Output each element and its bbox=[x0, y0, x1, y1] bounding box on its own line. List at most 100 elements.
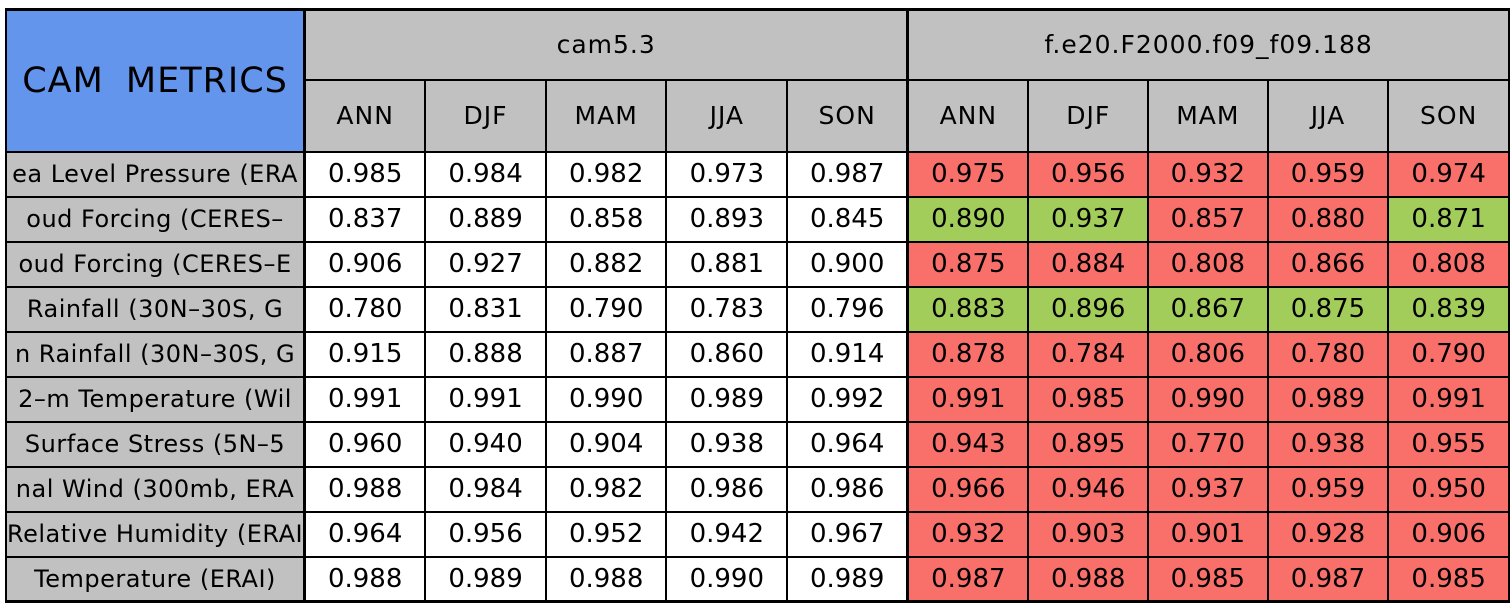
metric-value-cell-cam53: 0.985 bbox=[303, 150, 427, 198]
metric-value-cell-cam53: 0.889 bbox=[424, 195, 547, 243]
metric-value-cell-cam53: 0.992 bbox=[786, 375, 909, 423]
season-header-fe20-ann: ANN bbox=[906, 78, 1030, 153]
metric-value-cell-cam53: 0.964 bbox=[786, 420, 909, 468]
metric-value-cell-fe20: 0.937 bbox=[1027, 195, 1150, 243]
table-row: oud Forcing (CERES– 0.837 0.889 0.858 0.893 0… bbox=[5, 195, 1510, 243]
metric-value-cell-cam53: 0.831 bbox=[424, 285, 547, 333]
metric-value-cell-cam53: 0.991 bbox=[303, 375, 427, 423]
metric-value-cell-cam53: 0.982 bbox=[544, 150, 668, 198]
table-row: ea Level Pressure (ERA 0.985 0.984 0.982 0.9… bbox=[5, 150, 1510, 198]
season-header-cam53-mam: MAM bbox=[544, 78, 668, 153]
metric-value-cell-fe20: 0.987 bbox=[1266, 555, 1390, 603]
metric-value-cell-cam53: 0.790 bbox=[544, 285, 668, 333]
metric-value-cell-cam53: 0.973 bbox=[665, 150, 789, 198]
metric-value-cell-cam53: 0.845 bbox=[786, 195, 909, 243]
metric-value-cell-cam53: 0.964 bbox=[303, 510, 427, 558]
season-header-fe20-jja: JJA bbox=[1266, 78, 1390, 153]
metric-value-cell-cam53: 0.960 bbox=[303, 420, 427, 468]
metric-value-cell-fe20: 0.975 bbox=[906, 150, 1030, 198]
metric-label: oud Forcing (CERES–E bbox=[5, 240, 307, 288]
season-header-cam53-son: SON bbox=[786, 78, 909, 153]
metric-value-cell-fe20: 0.991 bbox=[1387, 375, 1510, 423]
metric-value-cell-fe20: 0.932 bbox=[1147, 150, 1269, 198]
metric-value-cell-cam53: 0.882 bbox=[544, 240, 668, 288]
metric-value-cell-fe20: 0.790 bbox=[1387, 330, 1510, 378]
metric-value-cell-fe20: 0.875 bbox=[1266, 285, 1390, 333]
metric-value-cell-cam53: 0.982 bbox=[544, 465, 668, 513]
season-header-row: ANN DJF MAM JJA SON ANN DJF MAM JJA SON bbox=[6, 78, 1510, 153]
metric-value-cell-fe20: 0.896 bbox=[1027, 285, 1150, 333]
metric-value-cell-cam53: 0.989 bbox=[424, 555, 547, 603]
metric-value-cell-fe20: 0.770 bbox=[1147, 420, 1269, 468]
metric-value-cell-fe20: 0.985 bbox=[1387, 555, 1510, 603]
metric-label: nal Wind (300mb, ERA bbox=[5, 465, 307, 513]
metric-value-cell-cam53: 0.940 bbox=[424, 420, 547, 468]
metric-value-cell-fe20: 0.990 bbox=[1147, 375, 1269, 423]
metric-value-cell-fe20: 0.784 bbox=[1027, 330, 1150, 378]
metric-value-cell-fe20: 0.938 bbox=[1266, 420, 1390, 468]
metric-value-cell-cam53: 0.989 bbox=[665, 375, 789, 423]
metric-value-cell-fe20: 0.989 bbox=[1266, 375, 1390, 423]
metric-value-cell-fe20: 0.808 bbox=[1387, 240, 1510, 288]
metric-value-cell-cam53: 0.796 bbox=[786, 285, 909, 333]
metric-value-cell-cam53: 0.904 bbox=[544, 420, 668, 468]
metric-value-cell-fe20: 0.988 bbox=[1027, 555, 1150, 603]
metric-value-cell-fe20: 0.875 bbox=[906, 240, 1030, 288]
metric-value-cell-fe20: 0.857 bbox=[1147, 195, 1269, 243]
metric-value-cell-cam53: 0.888 bbox=[424, 330, 547, 378]
table-row: Relative Humidity (ERAI 0.964 0.956 0.952 0.… bbox=[5, 510, 1510, 558]
metric-value-cell-cam53: 0.990 bbox=[544, 375, 668, 423]
metric-value-cell-fe20: 0.906 bbox=[1387, 510, 1510, 558]
metric-value-cell-fe20: 0.985 bbox=[1147, 555, 1269, 603]
season-header-fe20-mam: MAM bbox=[1147, 78, 1269, 153]
metric-value-cell-fe20: 0.959 bbox=[1266, 465, 1390, 513]
metric-value-cell-fe20: 0.943 bbox=[906, 420, 1030, 468]
metric-value-cell-cam53: 0.900 bbox=[786, 240, 909, 288]
metric-value-cell-cam53: 0.887 bbox=[544, 330, 668, 378]
metric-value-cell-fe20: 0.985 bbox=[1027, 375, 1150, 423]
metric-value-cell-cam53: 0.984 bbox=[424, 150, 547, 198]
model-header-cam53: cam5.3 bbox=[303, 8, 909, 81]
model-header-fe20-text: f.e20.F2000.f09_f09.188 bbox=[1044, 30, 1373, 60]
metric-value-cell-fe20: 0.946 bbox=[1027, 465, 1150, 513]
metric-value-cell-cam53: 0.990 bbox=[665, 555, 789, 603]
metric-value-cell-cam53: 0.956 bbox=[424, 510, 547, 558]
metric-value-cell-cam53: 0.914 bbox=[786, 330, 909, 378]
metric-value-cell-fe20: 0.839 bbox=[1387, 285, 1510, 333]
metric-value-cell-cam53: 0.988 bbox=[544, 555, 668, 603]
table-title-text: CAM METRICS bbox=[22, 60, 288, 101]
metric-value-cell-fe20: 0.987 bbox=[906, 555, 1030, 603]
metric-value-cell-fe20: 0.871 bbox=[1387, 195, 1510, 243]
metric-value-cell-cam53: 0.991 bbox=[424, 375, 547, 423]
metric-value-cell-cam53: 0.989 bbox=[786, 555, 909, 603]
metric-value-cell-fe20: 0.937 bbox=[1147, 465, 1269, 513]
table-title: CAM METRICS bbox=[5, 8, 307, 153]
season-header-cam53-djf: DJF bbox=[424, 78, 547, 153]
metric-value-cell-fe20: 0.883 bbox=[906, 285, 1030, 333]
metric-label: Relative Humidity (ERAI bbox=[5, 510, 307, 558]
table-row: n Rainfall (30N–30S, G 0.915 0.888 0.887 0.8… bbox=[5, 330, 1510, 378]
metric-value-cell-fe20: 0.959 bbox=[1266, 150, 1390, 198]
table-row: Rainfall (30N–30S, G 0.780 0.831 0.790 0.783… bbox=[5, 285, 1510, 333]
table-row: oud Forcing (CERES–E 0.906 0.927 0.882 0.881… bbox=[5, 240, 1510, 288]
metric-label: Rainfall (30N–30S, G bbox=[5, 285, 307, 333]
metric-value-cell-fe20: 0.974 bbox=[1387, 150, 1510, 198]
metric-value-cell-fe20: 0.880 bbox=[1266, 195, 1390, 243]
metric-label: 2–m Temperature (Wil bbox=[5, 375, 307, 423]
metric-value-cell-fe20: 0.866 bbox=[1266, 240, 1390, 288]
metric-value-cell-fe20: 0.950 bbox=[1387, 465, 1510, 513]
metric-value-cell-fe20: 0.884 bbox=[1027, 240, 1150, 288]
metric-value-cell-fe20: 0.903 bbox=[1027, 510, 1150, 558]
metric-label: n Rainfall (30N–30S, G bbox=[5, 330, 307, 378]
metric-value-cell-cam53: 0.988 bbox=[303, 555, 427, 603]
metric-value-cell-fe20: 0.867 bbox=[1147, 285, 1269, 333]
metric-label: Surface Stress (5N–5 bbox=[5, 420, 307, 468]
metric-value-cell-cam53: 0.967 bbox=[786, 510, 909, 558]
metric-value-cell-cam53: 0.938 bbox=[665, 420, 789, 468]
table-row: nal Wind (300mb, ERA 0.988 0.984 0.982 0.986… bbox=[5, 465, 1510, 513]
metric-value-cell-cam53: 0.942 bbox=[665, 510, 789, 558]
metric-value-cell-fe20: 0.901 bbox=[1147, 510, 1269, 558]
metric-value-cell-fe20: 0.955 bbox=[1387, 420, 1510, 468]
table-row: Surface Stress (5N–5 0.960 0.940 0.904 0.938… bbox=[5, 420, 1510, 468]
metric-value-cell-fe20: 0.890 bbox=[906, 195, 1030, 243]
